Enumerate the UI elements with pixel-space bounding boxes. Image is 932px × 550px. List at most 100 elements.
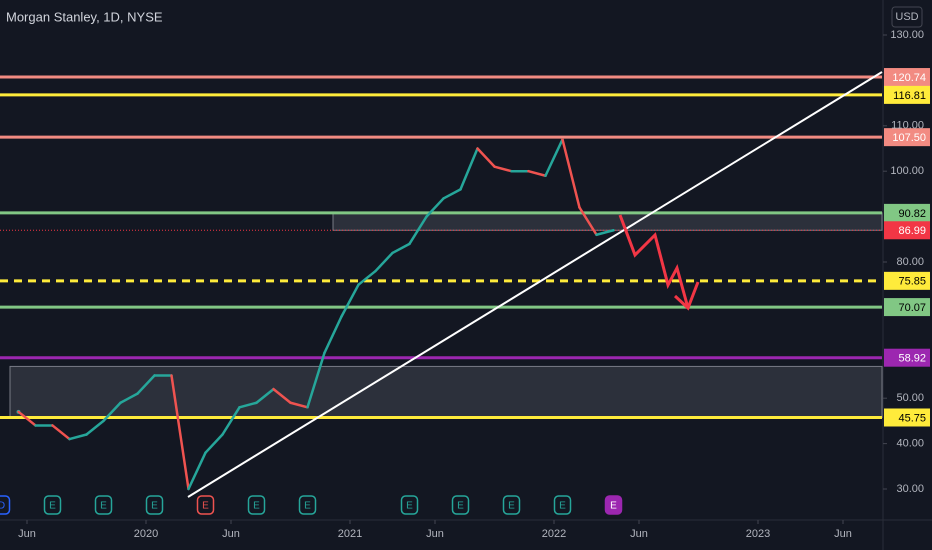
level-label-box [884, 271, 930, 290]
event-label[interactable]: E [100, 501, 107, 512]
x-tick-label: 2022 [542, 528, 566, 540]
event-label[interactable]: E [304, 501, 311, 512]
event-marker [43, 495, 62, 515]
price-segment [289, 401, 309, 409]
price-segment [85, 419, 105, 436]
level-label-box [884, 298, 930, 317]
y-tick-label: 100.00 [890, 165, 924, 177]
event-marker [196, 495, 215, 515]
level-label: 58.92 [898, 353, 926, 365]
price-segment [119, 392, 139, 404]
event-label[interactable]: E [559, 501, 566, 512]
level-label-box [884, 348, 930, 367]
price-segment [442, 188, 462, 200]
event-marker [247, 495, 266, 515]
price-segment [68, 433, 88, 441]
x-tick-label: Jun [630, 528, 648, 540]
level-label: 75.85 [898, 276, 926, 288]
level-label-box [884, 203, 930, 222]
price-series [16, 138, 615, 491]
event-marker [94, 495, 113, 515]
price-segment [340, 283, 360, 318]
level-label: 86.99 [898, 225, 926, 237]
x-tick-label: Jun [18, 528, 36, 540]
currency-box[interactable] [891, 6, 923, 28]
level-label: 116.81 [893, 90, 926, 102]
price-segment [204, 433, 224, 454]
event-label[interactable]: E [457, 501, 464, 512]
x-tick-label: Jun [834, 528, 852, 540]
y-tick-label: 80.00 [896, 256, 924, 268]
price-segment [595, 229, 615, 237]
chart-title: Morgan Stanley, 1D, NYSE [6, 9, 163, 24]
price-segment [391, 242, 411, 255]
event-label[interactable]: E [610, 501, 617, 512]
price-segment [306, 351, 326, 409]
price-segment [374, 251, 394, 273]
x-tick-label: 2020 [134, 528, 158, 540]
price-segment [17, 410, 37, 427]
event-label[interactable]: E [253, 501, 260, 512]
level-label: 107.50 [892, 132, 926, 144]
price-segment [544, 138, 564, 177]
price-segment [425, 197, 445, 218]
x-tick-label: 2021 [338, 528, 362, 540]
forecast-arrow-head [673, 281, 700, 311]
event-label[interactable]: E [151, 501, 158, 512]
price-segment [476, 147, 496, 168]
x-tick-label: Jun [222, 528, 240, 540]
price-segment [357, 269, 377, 286]
level-label-box [884, 408, 930, 427]
event-marker [604, 495, 623, 515]
x-tick-label: Jun [426, 528, 444, 540]
level-label: 90.82 [898, 208, 926, 220]
event-marker [451, 495, 470, 515]
price-segment [187, 451, 207, 491]
currency-label[interactable]: USD [895, 11, 918, 23]
price-segment [51, 424, 71, 441]
zone [332, 212, 883, 231]
price-segment [238, 401, 258, 409]
event-marker [0, 495, 11, 515]
price-segment [221, 406, 241, 436]
price-segment [170, 374, 190, 491]
event-marker [298, 495, 317, 515]
event-marker [502, 495, 521, 515]
price-segment [255, 387, 275, 404]
price-segment [459, 147, 479, 191]
price-segment [561, 138, 581, 209]
level-label-box [884, 128, 930, 147]
level-label-box [884, 68, 930, 87]
event-marker [400, 495, 419, 515]
y-tick-label: 50.00 [896, 392, 924, 404]
level-label: 70.07 [898, 302, 926, 314]
y-tick-label: 130.00 [890, 29, 924, 41]
axes: 120.74 116.81 107.50 90.82 86.99 75.85 70.07 58… [18, 29, 930, 540]
event-marker [553, 495, 572, 515]
event-label[interactable]: E [49, 501, 56, 512]
level-label: 120.74 [892, 72, 926, 84]
event-label[interactable]: E [406, 501, 413, 512]
price-segment [578, 206, 598, 237]
event-label[interactable]: D [0, 501, 5, 512]
event-label[interactable]: E [508, 501, 515, 512]
event-label[interactable]: E [202, 501, 209, 512]
event-marker [145, 495, 164, 515]
forecast-arrow [618, 214, 690, 309]
level-label-box [884, 221, 930, 240]
price-segment [136, 374, 156, 395]
y-tick-label: 30.00 [896, 483, 924, 495]
price-segment [102, 401, 122, 423]
price-segment [323, 315, 343, 355]
y-tick-label: 110.00 [891, 120, 924, 132]
level-label: 45.75 [898, 412, 926, 424]
x-tick-label: 2023 [746, 528, 770, 540]
y-tick-label: 40.00 [896, 438, 924, 450]
price-segment [493, 165, 513, 173]
levels [0, 75, 882, 419]
level-label-box [884, 85, 930, 104]
trend-line [187, 71, 883, 498]
